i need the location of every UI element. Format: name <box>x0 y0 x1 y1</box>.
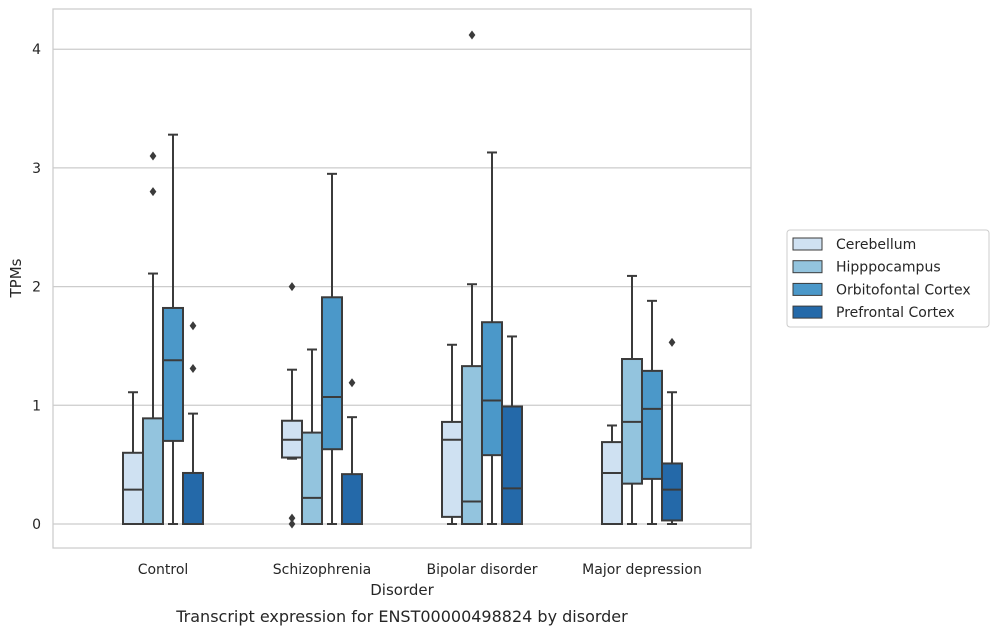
legend-swatch <box>792 237 823 251</box>
outlier-point <box>348 378 356 388</box>
box-prefrontal-cortex-0 <box>182 321 204 526</box>
y-tick-label: 0 <box>32 517 41 533</box>
box-groups <box>122 30 683 529</box>
legend-label: Orbitofontal Cortex <box>836 282 971 298</box>
box-orbitofontal-cortex-3 <box>641 299 663 525</box>
box-iqr <box>501 405 523 525</box>
legend-frame <box>786 229 990 328</box>
legend-label: Prefrontal Cortex <box>836 305 955 321</box>
y-axis-label: TPMs <box>7 258 25 298</box>
box-cerebellum-3 <box>601 424 623 525</box>
box-prefrontal-cortex-1 <box>341 378 363 525</box>
box-iqr <box>162 306 184 442</box>
outlier-point <box>149 151 157 161</box>
outlier-point <box>288 282 296 292</box>
legend-swatch <box>792 260 823 274</box>
legend-label: Hipppocampus <box>836 260 941 276</box>
box-iqr <box>142 417 164 525</box>
box-cerebellum-2 <box>441 343 463 525</box>
box-prefrontal-cortex-2 <box>501 335 523 525</box>
plot-frame <box>52 8 752 549</box>
x-tick-label: Major depression <box>582 562 702 578</box>
outlier-point <box>288 519 296 529</box>
box-orbitofontal-cortex-2 <box>481 151 503 525</box>
y-tick-label: 1 <box>32 398 41 414</box>
box-iqr <box>182 471 204 526</box>
box-orbitofontal-cortex-1 <box>321 172 343 525</box>
box-iqr <box>481 321 503 457</box>
x-tick-label: Control <box>138 562 189 578</box>
box-iqr <box>641 369 663 480</box>
box-iqr <box>441 420 463 518</box>
outlier-point <box>468 30 476 40</box>
box-hipppocampus-3 <box>621 274 643 525</box>
y-tick-label: 4 <box>32 42 41 58</box>
legend-swatch <box>792 305 823 319</box>
box-iqr <box>341 473 363 525</box>
y-tick-label: 2 <box>32 280 41 296</box>
outlier-point <box>189 364 197 374</box>
legend-swatch <box>792 282 823 296</box>
y-tick-label: 3 <box>32 161 41 177</box>
box-iqr <box>301 431 323 526</box>
box-prefrontal-cortex-3 <box>661 337 683 525</box>
x-axis-label: Disorder <box>370 581 434 599</box>
box-iqr <box>601 441 623 525</box>
box-iqr <box>461 365 483 525</box>
box-cerebellum-0 <box>122 391 144 525</box>
box-iqr <box>122 451 144 525</box>
box-hipppocampus-0 <box>142 151 164 525</box>
y-tick-labels: 0 1 2 3 4 <box>32 42 41 533</box>
outlier-point <box>149 187 157 197</box>
x-tick-label: Schizophrenia <box>273 562 371 578</box>
box-iqr <box>321 296 343 451</box>
outlier-point <box>288 513 296 523</box>
outlier-point <box>189 321 197 331</box>
box-hipppocampus-2 <box>461 30 483 525</box>
box-cerebellum-1 <box>281 282 303 529</box>
outlier-point <box>668 337 676 347</box>
box-hipppocampus-1 <box>301 348 323 526</box>
legend-label: Cerebellum <box>836 237 916 253</box>
x-tick-label: Bipolar disorder <box>426 562 537 578</box>
legend: Cerebellum Hipppocampus Orbitofontal Corte… <box>786 229 990 328</box>
chart-caption: Transcript expression for ENST0000049882… <box>175 607 628 626</box>
box-orbitofontal-cortex-0 <box>162 133 184 525</box>
x-tick-labels: Control Schizophrenia Bipolar disorder Majo… <box>138 562 702 578</box>
box-iqr <box>661 462 683 522</box>
